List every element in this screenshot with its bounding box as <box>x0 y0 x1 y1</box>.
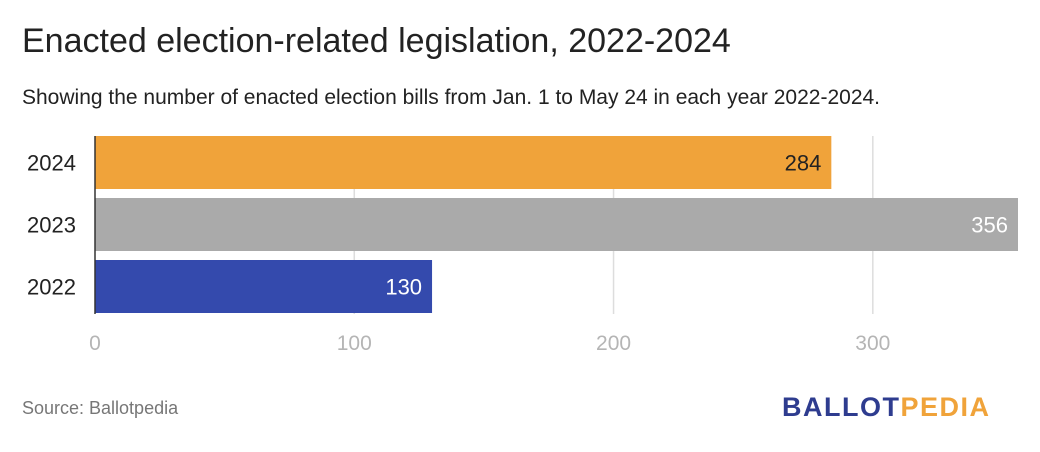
ballotpedia-logo: BALLOTPEDIA <box>782 392 991 423</box>
bar-chart: 0 100 200 300 2024 284 2023 356 2022 130 <box>27 136 1018 355</box>
x-tick-label: 200 <box>596 332 631 355</box>
x-tick-label: 300 <box>855 332 890 355</box>
category-label: 2024 <box>27 151 76 176</box>
data-label: 130 <box>385 275 422 300</box>
bar-2024 <box>95 136 832 189</box>
data-label: 284 <box>785 151 822 176</box>
category-label: 2022 <box>27 275 76 300</box>
bar-2023 <box>95 198 1018 251</box>
bar-2022 <box>95 260 433 313</box>
source-note: Source: Ballotpedia <box>22 398 179 418</box>
chart-subtitle: Showing the number of enacted election b… <box>22 86 881 109</box>
logo-part-ballot: BALLOT <box>782 392 901 422</box>
chart-title: Enacted election-related legislation, 20… <box>22 22 731 60</box>
category-label: 2023 <box>27 213 76 238</box>
logo-part-pedia: PEDIA <box>900 392 991 422</box>
data-label: 356 <box>971 213 1008 238</box>
x-tick-label: 100 <box>337 332 372 355</box>
x-tick-label: 0 <box>89 332 101 355</box>
